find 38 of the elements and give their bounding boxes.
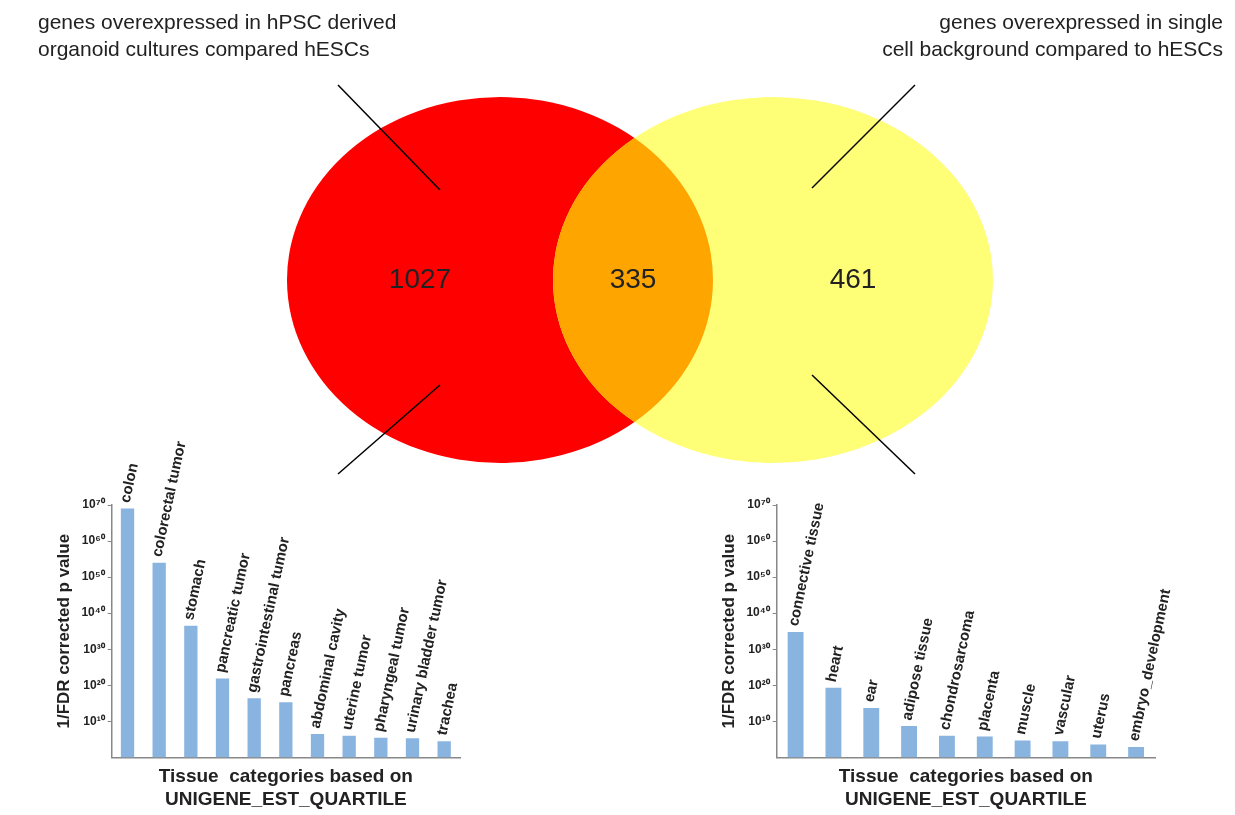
data-label: 335 bbox=[609, 262, 657, 294]
y-tick-label: 10⁷⁰ bbox=[747, 497, 771, 512]
x-tick-label: adipose tissue bbox=[897, 616, 936, 722]
x-tick-label: pancreatic tumor bbox=[210, 551, 253, 674]
venn-diagram: 1027 335 461 bbox=[287, 97, 993, 463]
y-tick-label: 10²⁰ bbox=[748, 677, 771, 692]
y-tick-label: 10⁵⁰ bbox=[746, 569, 771, 584]
y-tick-label: 10³⁰ bbox=[83, 641, 106, 656]
y-axis-title: 1/FDR corrected p value bbox=[718, 533, 738, 729]
x-axis-title: Tissue categories based on UNIGENE_EST_QUARTILE bbox=[158, 765, 413, 809]
x-tick-label: heart bbox=[821, 643, 847, 684]
x-tick-label: ear bbox=[859, 677, 881, 704]
text: genes overexpressed in single cell background compared to hESCs bbox=[882, 9, 1223, 62]
x-tick-label: connective tissue bbox=[783, 500, 827, 628]
y-tick-label: 10⁶⁰ bbox=[746, 533, 771, 548]
x-tick-label: placenta bbox=[973, 668, 1003, 733]
y-tick-label: 10³⁰ bbox=[748, 641, 771, 656]
y-axis-title: 1/FDR corrected p value bbox=[53, 533, 73, 729]
y-tick-label: 10⁵⁰ bbox=[81, 569, 106, 584]
y-tick-label: 10¹⁰ bbox=[748, 713, 771, 728]
y-tick-label: 10⁴⁰ bbox=[746, 605, 771, 620]
y-tick-label: 10⁴⁰ bbox=[81, 605, 106, 620]
y-tick-label: 10⁶⁰ bbox=[81, 533, 106, 548]
x-tick-label: muscle bbox=[1010, 681, 1039, 736]
y-tick-label: 10⁷⁰ bbox=[82, 497, 106, 512]
x-tick-label: trachea bbox=[432, 680, 461, 737]
x-tick-label: colon bbox=[115, 461, 141, 505]
data-label: 461 bbox=[829, 262, 877, 294]
x-tick-label: stomach bbox=[179, 557, 209, 622]
x-axis-title: Tissue categories based on UNIGENE_EST_QUARTILE bbox=[838, 765, 1093, 809]
x-tick-label: uterus bbox=[1086, 691, 1113, 740]
y-tick-label: 10²⁰ bbox=[83, 677, 106, 692]
text: genes overexpressed in hPSC derived organoid cultures compared hESCs bbox=[38, 9, 397, 62]
x-tick-label: colorectal tumor bbox=[147, 439, 189, 559]
x-tick-label: vascular bbox=[1048, 673, 1079, 737]
data-label: 1027 bbox=[388, 262, 452, 294]
y-tick-label: 10¹⁰ bbox=[83, 713, 106, 728]
x-tick-label: pancreas bbox=[274, 629, 305, 698]
